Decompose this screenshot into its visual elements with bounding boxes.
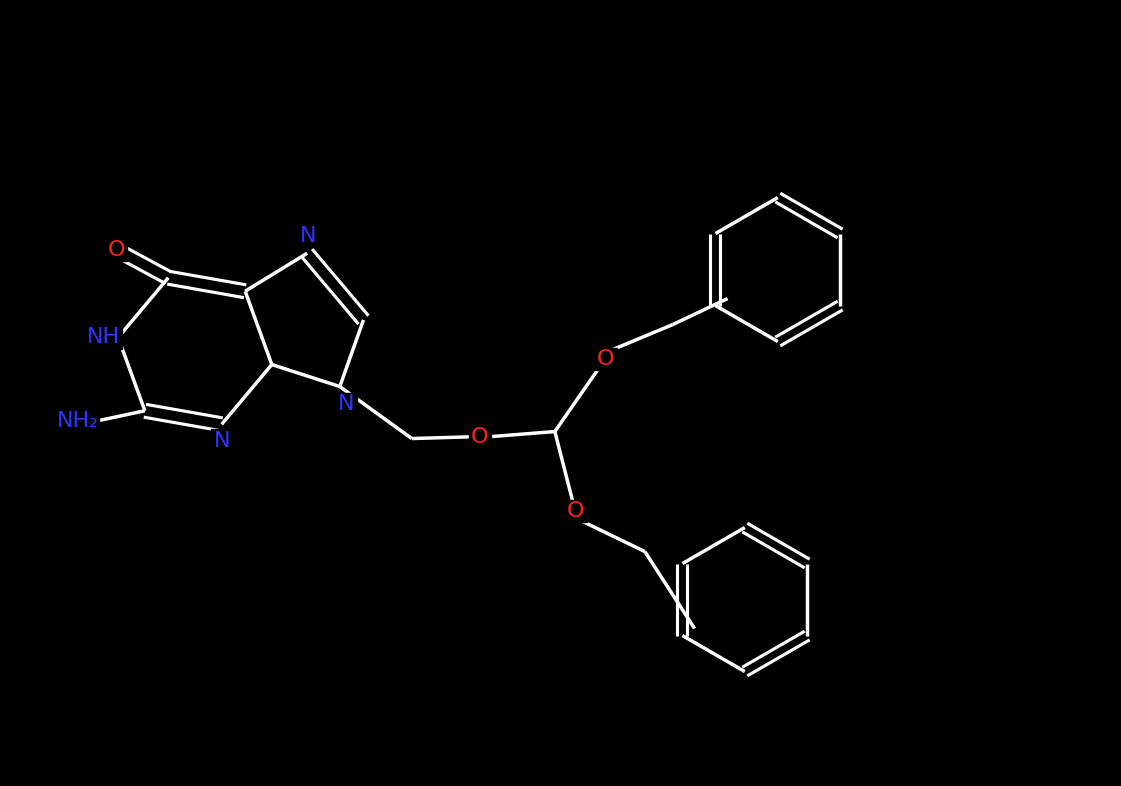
Bar bbox=[469, 425, 491, 447]
Bar bbox=[595, 347, 617, 369]
Text: N: N bbox=[300, 226, 316, 246]
Bar bbox=[105, 239, 128, 261]
Text: NH: NH bbox=[86, 328, 120, 347]
Text: N: N bbox=[337, 394, 354, 413]
Text: O: O bbox=[108, 240, 126, 259]
Text: O: O bbox=[471, 427, 489, 446]
Text: N: N bbox=[213, 432, 230, 451]
Text: NH₂: NH₂ bbox=[57, 411, 99, 431]
Bar bbox=[211, 429, 233, 451]
Bar bbox=[297, 226, 319, 248]
Text: O: O bbox=[567, 501, 584, 520]
Bar bbox=[565, 500, 586, 522]
Text: O: O bbox=[597, 348, 614, 369]
Bar bbox=[84, 325, 122, 350]
Bar bbox=[335, 392, 356, 414]
Bar bbox=[57, 408, 99, 434]
